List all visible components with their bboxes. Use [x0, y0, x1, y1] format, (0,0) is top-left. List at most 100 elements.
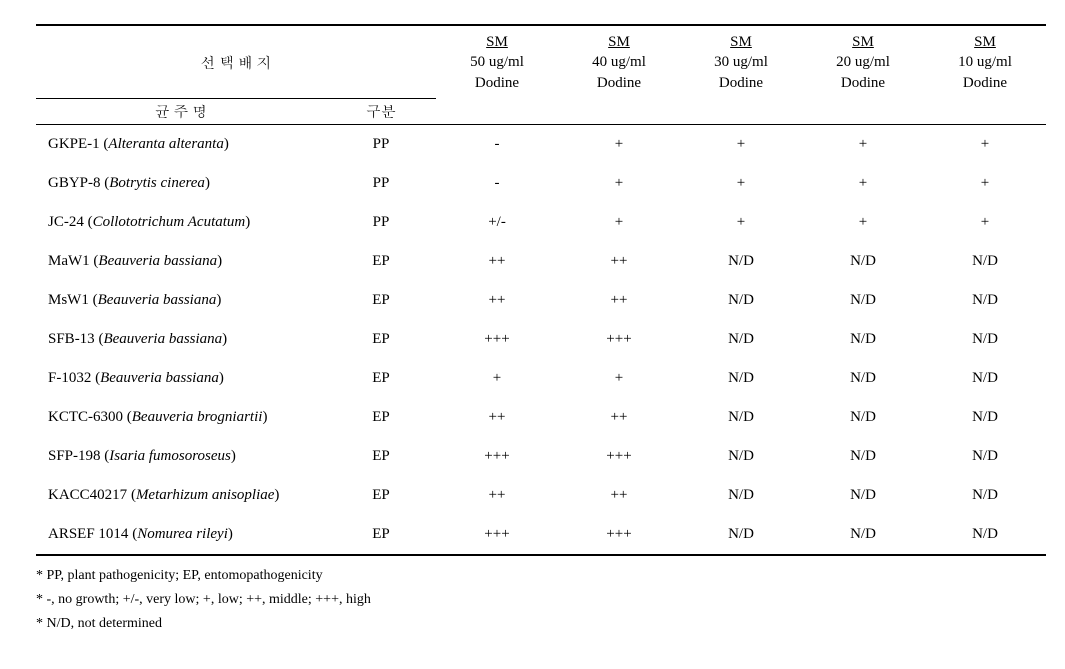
class-cell: EP [326, 320, 436, 359]
value-cell: N/D [680, 476, 802, 515]
dodine-2: Dodine [719, 75, 763, 91]
value-cell: + [802, 125, 924, 165]
value-cell: + [680, 125, 802, 165]
value-cell: N/D [680, 398, 802, 437]
header-col-10: SM 10 ug/ml Dodine [924, 25, 1046, 99]
value-cell: N/D [802, 281, 924, 320]
value-cell: N/D [802, 476, 924, 515]
value-cell: ++ [436, 398, 558, 437]
value-cell: N/D [924, 320, 1046, 359]
value-cell: + [558, 125, 680, 165]
value-cell: ++ [558, 281, 680, 320]
value-cell: N/D [680, 242, 802, 281]
strain-cell: SFB-13 (Beauveria bassiana) [36, 320, 326, 359]
header-strain-name: 균 주 명 [36, 99, 326, 125]
value-cell: + [558, 164, 680, 203]
sm-label-1: SM [608, 34, 630, 50]
value-cell: + [802, 164, 924, 203]
table-row: SFP-198 (Isaria fumosoroseus)EP++++++N/D… [36, 437, 1046, 476]
value-cell: N/D [924, 281, 1046, 320]
value-cell: ++ [436, 281, 558, 320]
value-cell: N/D [924, 515, 1046, 555]
value-cell: N/D [802, 359, 924, 398]
strain-cell: MsW1 (Beauveria bassiana) [36, 281, 326, 320]
table-header: 선 택 배 지 SM 50 ug/ml Dodine SM 40 ug/ml D… [36, 25, 1046, 125]
value-cell: + [436, 359, 558, 398]
value-cell: + [680, 164, 802, 203]
value-cell: N/D [680, 437, 802, 476]
dodine-3: Dodine [841, 75, 885, 91]
value-cell: N/D [802, 398, 924, 437]
dodine-0: Dodine [475, 75, 519, 91]
value-cell: N/D [924, 476, 1046, 515]
table-row: ARSEF 1014 (Nomurea rileyi)EP++++++N/DN/… [36, 515, 1046, 555]
value-cell: + [802, 203, 924, 242]
table-row: MaW1 (Beauveria bassiana)EP++++N/DN/DN/D [36, 242, 1046, 281]
table-row: JC-24 (Collototrichum Acutatum)PP+/-++++ [36, 203, 1046, 242]
value-cell: +++ [436, 320, 558, 359]
class-cell: PP [326, 203, 436, 242]
footnotes: * PP, plant pathogenicity; EP, entomopat… [36, 564, 1045, 635]
conc-1: 40 ug/ml [592, 54, 646, 70]
value-cell: +++ [436, 515, 558, 555]
value-cell: +++ [558, 320, 680, 359]
table-row: KCTC-6300 (Beauveria brogniartii)EP++++N… [36, 398, 1046, 437]
value-cell: N/D [924, 437, 1046, 476]
value-cell: - [436, 125, 558, 165]
header-selection-medium: 선 택 배 지 [200, 56, 271, 72]
value-cell: N/D [680, 515, 802, 555]
value-cell: N/D [802, 242, 924, 281]
value-cell: +/- [436, 203, 558, 242]
sm-label-4: SM [974, 34, 996, 50]
conc-2: 30 ug/ml [714, 54, 768, 70]
strain-cell: KACC40217 (Metarhizum anisopliae) [36, 476, 326, 515]
table-row: GKPE-1 (Alteranta alteranta)PP-++++ [36, 125, 1046, 165]
strain-cell: GBYP-8 (Botrytis cinerea) [36, 164, 326, 203]
value-cell: + [924, 164, 1046, 203]
class-cell: EP [326, 476, 436, 515]
value-cell: N/D [924, 398, 1046, 437]
class-cell: EP [326, 398, 436, 437]
value-cell: +++ [436, 437, 558, 476]
dodine-1: Dodine [597, 75, 641, 91]
value-cell: +++ [558, 437, 680, 476]
value-cell: + [924, 203, 1046, 242]
value-cell: ++ [436, 242, 558, 281]
header-col-20: SM 20 ug/ml Dodine [802, 25, 924, 99]
value-cell: +++ [558, 515, 680, 555]
value-cell: N/D [924, 359, 1046, 398]
value-cell: + [680, 203, 802, 242]
sm-label-0: SM [486, 34, 508, 50]
header-col-30: SM 30 ug/ml Dodine [680, 25, 802, 99]
value-cell: ++ [558, 398, 680, 437]
table-row: SFB-13 (Beauveria bassiana)EP++++++N/DN/… [36, 320, 1046, 359]
value-cell: N/D [802, 437, 924, 476]
class-cell: EP [326, 515, 436, 555]
strain-cell: ARSEF 1014 (Nomurea rileyi) [36, 515, 326, 555]
class-cell: EP [326, 281, 436, 320]
table-row: KACC40217 (Metarhizum anisopliae)EP++++N… [36, 476, 1046, 515]
table-row: F-1032 (Beauveria bassiana)EP++N/DN/DN/D [36, 359, 1046, 398]
data-table: 선 택 배 지 SM 50 ug/ml Dodine SM 40 ug/ml D… [36, 24, 1046, 556]
header-col-50: SM 50 ug/ml Dodine [436, 25, 558, 99]
conc-0: 50 ug/ml [470, 54, 524, 70]
strain-cell: MaW1 (Beauveria bassiana) [36, 242, 326, 281]
class-cell: EP [326, 437, 436, 476]
value-cell: + [558, 359, 680, 398]
header-class: 구분 [326, 99, 436, 125]
strain-cell: GKPE-1 (Alteranta alteranta) [36, 125, 326, 165]
sm-label-2: SM [730, 34, 752, 50]
conc-3: 20 ug/ml [836, 54, 890, 70]
header-col-40: SM 40 ug/ml Dodine [558, 25, 680, 99]
sm-label-3: SM [852, 34, 874, 50]
table-body: GKPE-1 (Alteranta alteranta)PP-++++GBYP-… [36, 125, 1046, 556]
value-cell: + [924, 125, 1046, 165]
class-cell: PP [326, 125, 436, 165]
dodine-4: Dodine [963, 75, 1007, 91]
value-cell: N/D [680, 281, 802, 320]
value-cell: + [558, 203, 680, 242]
value-cell: ++ [436, 476, 558, 515]
strain-cell: KCTC-6300 (Beauveria brogniartii) [36, 398, 326, 437]
table-row: GBYP-8 (Botrytis cinerea)PP-++++ [36, 164, 1046, 203]
strain-cell: JC-24 (Collototrichum Acutatum) [36, 203, 326, 242]
